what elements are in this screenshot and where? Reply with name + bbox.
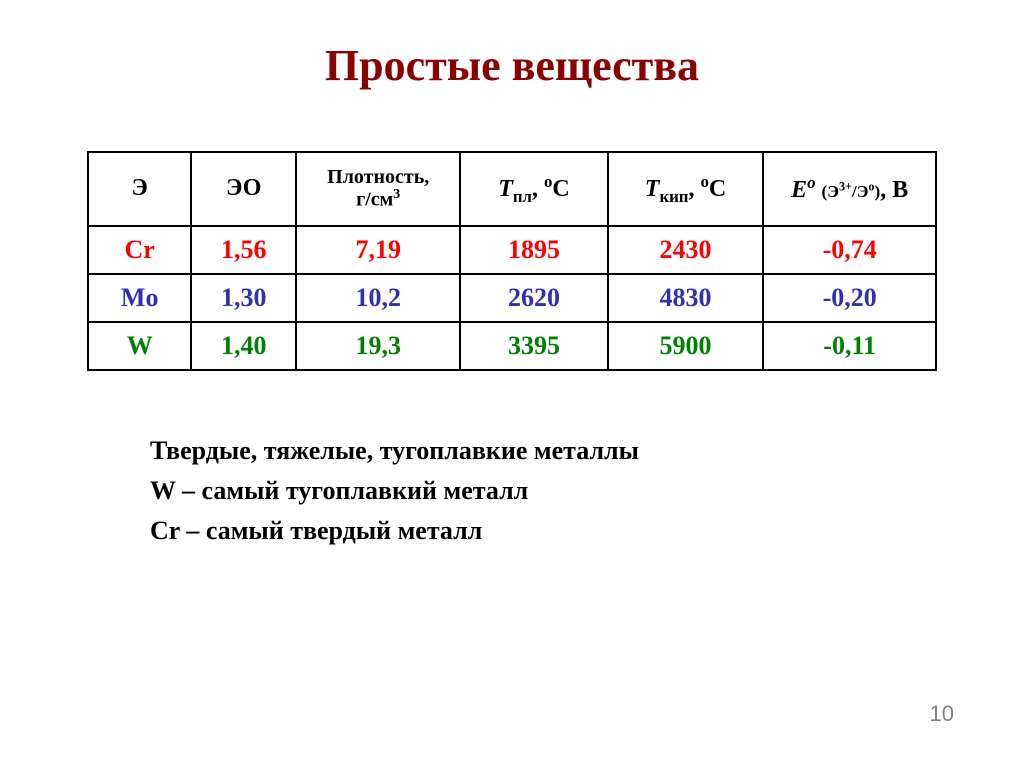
col-header-tmelt: Tпл, oC (460, 152, 607, 226)
cell-t_melt: 1895 (460, 226, 607, 274)
col-header-tboil: Tкип, oC (608, 152, 764, 226)
cell-elem: W (88, 322, 191, 370)
cell-eo: 1,56 (191, 226, 296, 274)
note-line: W – самый тугоплавкий металл (150, 471, 964, 511)
table-header-row: Э ЭО Плотность, г/см3 Tпл, oC Tкип, oC E… (88, 152, 936, 226)
table-row: Mo1,3010,226204830-0,20 (88, 274, 936, 322)
cell-eo: 1,30 (191, 274, 296, 322)
cell-density: 10,2 (296, 274, 460, 322)
cell-eo: 1,40 (191, 322, 296, 370)
cell-density: 19,3 (296, 322, 460, 370)
cell-density: 7,19 (296, 226, 460, 274)
cell-t_melt: 3395 (460, 322, 607, 370)
note-line: Cr – самый твердый металл (150, 511, 964, 551)
cell-t_boil: 5900 (608, 322, 764, 370)
cell-elem: Mo (88, 274, 191, 322)
cell-potential: -0,20 (763, 274, 936, 322)
table-row: W1,4019,333955900-0,11 (88, 322, 936, 370)
cell-t_boil: 2430 (608, 226, 764, 274)
col-header-eo: ЭО (191, 152, 296, 226)
page-title: Простые вещества (60, 40, 964, 91)
slide: Простые вещества Э ЭО Плотность, г/см3 T… (0, 0, 1024, 767)
note-line: Твердые, тяжелые, тугоплавкие металлы (150, 431, 964, 471)
table-row: Cr1,567,1918952430-0,74 (88, 226, 936, 274)
properties-table: Э ЭО Плотность, г/см3 Tпл, oC Tкип, oC E… (87, 151, 937, 371)
page-number: 10 (930, 701, 954, 727)
col-header-potential: Eo (Э3+/Эo), В (763, 152, 936, 226)
cell-potential: -0,74 (763, 226, 936, 274)
col-header-element: Э (88, 152, 191, 226)
cell-elem: Cr (88, 226, 191, 274)
cell-t_boil: 4830 (608, 274, 764, 322)
cell-potential: -0,11 (763, 322, 936, 370)
density-line1: Плотность, (303, 167, 453, 188)
density-line2: г/см3 (303, 188, 453, 211)
col-header-density: Плотность, г/см3 (296, 152, 460, 226)
notes-block: Твердые, тяжелые, тугоплавкие металлыW –… (150, 431, 964, 552)
cell-t_melt: 2620 (460, 274, 607, 322)
